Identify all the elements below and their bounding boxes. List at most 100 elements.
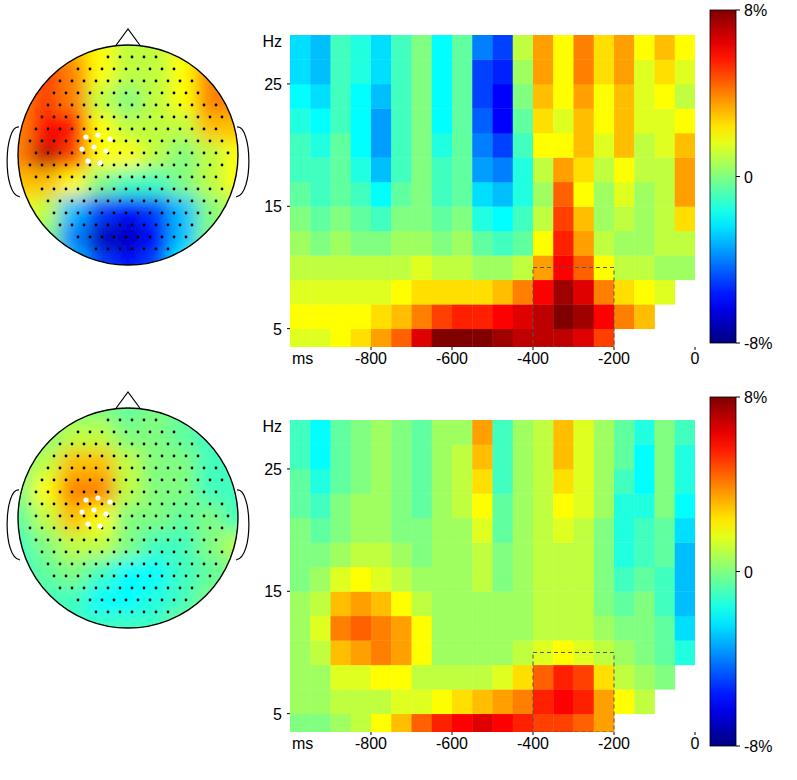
electrode	[215, 128, 218, 131]
electrode	[149, 164, 152, 167]
electrode	[59, 104, 62, 107]
heat-cell	[533, 542, 554, 567]
topo-cell	[59, 86, 87, 114]
topo-cells	[4, 31, 252, 279]
electrode	[113, 116, 116, 119]
heat-cell	[533, 133, 554, 158]
electrode	[179, 467, 182, 470]
electrode	[131, 224, 134, 227]
heat-cell	[634, 35, 655, 60]
heat-cell	[513, 329, 534, 347]
electrode	[53, 164, 56, 167]
topo-cell	[142, 422, 170, 450]
electrode	[101, 575, 104, 578]
heat-cell	[614, 108, 635, 133]
topo-cell	[169, 141, 197, 169]
heat-cell	[513, 108, 534, 133]
electrode	[95, 176, 98, 179]
electrode	[143, 80, 146, 83]
heat-cell	[634, 665, 655, 690]
heat-cell	[351, 542, 372, 567]
electrode	[179, 80, 182, 83]
heat-cell	[574, 304, 595, 329]
y-tick-label: 5	[273, 321, 282, 338]
heat-cell	[553, 133, 574, 158]
heat-cell	[412, 84, 433, 109]
topo-cell	[32, 532, 60, 560]
colorbar-label: -8%	[744, 738, 772, 755]
electrode	[131, 200, 134, 203]
topo-cell	[114, 86, 142, 114]
electrode	[95, 443, 98, 446]
electrode	[203, 467, 206, 470]
heat-cell	[331, 329, 352, 347]
electrode	[149, 527, 152, 530]
heat-cell	[371, 304, 392, 329]
electrode	[185, 116, 188, 119]
heat-cell	[513, 493, 534, 518]
heat-cell	[331, 157, 352, 182]
heat-cell	[371, 84, 392, 109]
electrode	[209, 188, 212, 191]
electrode	[131, 587, 134, 590]
heat-cell	[594, 518, 615, 543]
heat-cell	[493, 689, 514, 714]
heat-cell	[432, 616, 453, 641]
heat-cell	[351, 518, 372, 543]
heat-cell	[331, 35, 352, 60]
heat-cell	[432, 640, 453, 665]
electrode	[125, 140, 128, 143]
electrode	[119, 563, 122, 566]
electrode	[113, 431, 116, 434]
heat-cell	[533, 304, 554, 329]
topo-cell	[59, 141, 87, 169]
electrode	[89, 455, 92, 458]
electrode	[221, 527, 224, 530]
electrode	[191, 443, 194, 446]
electrode	[125, 599, 128, 602]
electrode	[71, 515, 74, 518]
electrode	[125, 116, 128, 119]
topo-cell	[142, 532, 170, 560]
heat-cell	[391, 689, 412, 714]
heat-cell	[412, 591, 433, 616]
heat-cell	[675, 59, 695, 84]
electrode	[89, 575, 92, 578]
colorbar: 8%0-8%	[710, 389, 772, 755]
heat-cell	[290, 469, 311, 494]
topo-cell	[197, 169, 225, 197]
electrode	[155, 248, 158, 251]
heat-cell	[533, 329, 554, 347]
y-tick	[287, 468, 290, 469]
electrode	[89, 68, 92, 71]
y-tick	[287, 591, 290, 592]
electrode	[173, 551, 176, 554]
electrode	[143, 563, 146, 566]
electrode	[65, 140, 68, 143]
electrode	[167, 248, 170, 251]
heat-cell	[391, 255, 412, 280]
heat-cell	[351, 420, 372, 445]
axes: -800-600-400-200051525msHz	[262, 418, 699, 752]
heat-cell	[472, 542, 493, 567]
heat-cell	[675, 518, 695, 543]
electrode	[107, 491, 110, 494]
electrode	[137, 551, 140, 554]
electrode	[83, 104, 86, 107]
electrode	[191, 563, 194, 566]
heat-cell	[594, 329, 615, 347]
electrode	[149, 599, 152, 602]
electrode	[143, 200, 146, 203]
electrode	[155, 419, 158, 422]
selected-electrode	[91, 144, 96, 149]
heat-cell	[513, 665, 534, 690]
colorbar-label: 0	[744, 564, 753, 581]
heat-cell	[472, 84, 493, 109]
electrode	[191, 128, 194, 131]
electrode	[173, 236, 176, 239]
topo-cell	[142, 59, 170, 87]
x-tick-label: -600	[436, 735, 468, 752]
electrode	[119, 80, 122, 83]
heat-cell	[432, 714, 453, 732]
electrode	[83, 443, 86, 446]
